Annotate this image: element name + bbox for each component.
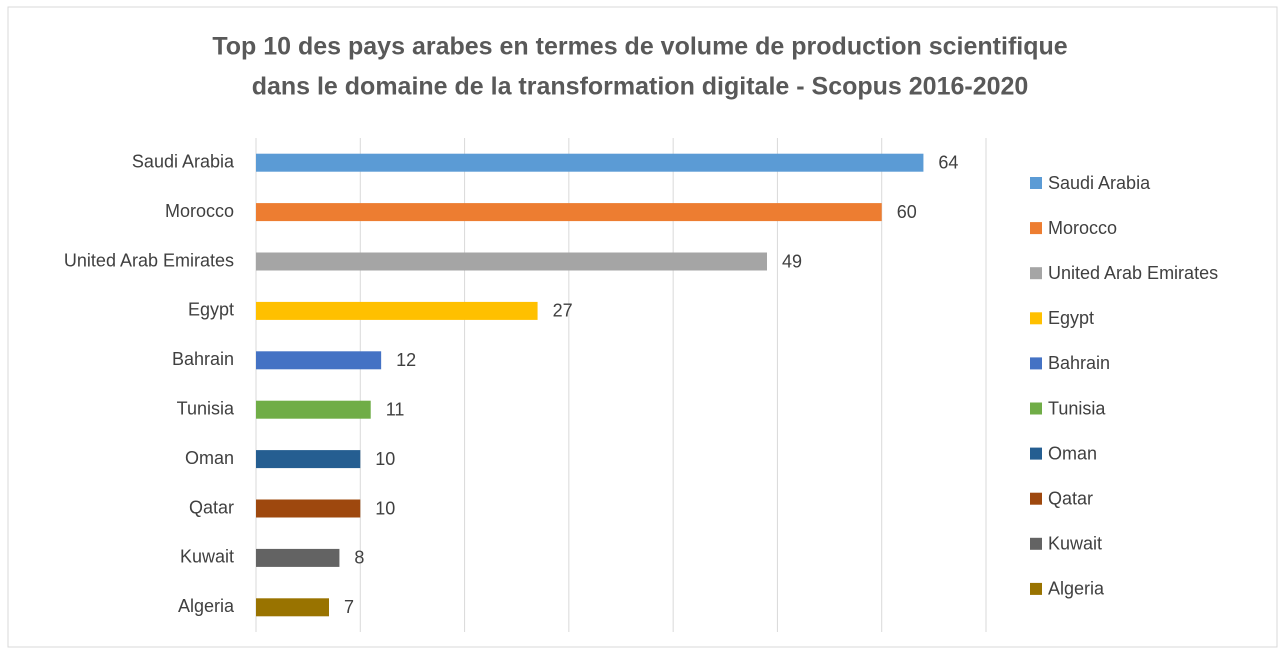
value-label: 10 <box>375 449 395 469</box>
legend-swatch <box>1030 402 1042 415</box>
value-label: 27 <box>553 301 573 321</box>
legend-label: Saudi Arabia <box>1048 173 1151 193</box>
chart-title: dans le domaine de la transformation dig… <box>252 73 1029 101</box>
legend-label: Oman <box>1048 443 1097 463</box>
value-label: 8 <box>354 548 364 568</box>
legend-label: Tunisia <box>1048 398 1106 418</box>
legend-label: Algeria <box>1048 579 1105 599</box>
y-tick-label: Qatar <box>189 497 234 517</box>
legend-swatch <box>1030 267 1042 280</box>
bar <box>256 203 882 222</box>
y-tick-label: Tunisia <box>177 398 235 418</box>
value-label: 7 <box>344 597 354 617</box>
bar <box>256 548 340 567</box>
value-label: 60 <box>897 202 917 222</box>
legend-swatch <box>1030 177 1042 189</box>
legend-label: Egypt <box>1048 308 1094 328</box>
bar <box>256 351 382 370</box>
legend-swatch <box>1030 492 1042 505</box>
y-tick-label: Morocco <box>165 201 234 221</box>
legend-label: Morocco <box>1048 218 1117 238</box>
chart-title: Top 10 des pays arabes en termes de volu… <box>212 33 1067 61</box>
legend-swatch <box>1030 312 1042 325</box>
value-label: 10 <box>375 498 395 518</box>
bar <box>256 301 538 320</box>
legend-swatch <box>1030 447 1042 460</box>
bar <box>256 153 924 172</box>
bar <box>256 252 767 271</box>
y-tick-label: Kuwait <box>180 547 234 567</box>
y-tick-label: Oman <box>185 448 234 468</box>
bar <box>256 598 329 617</box>
legend-swatch <box>1030 537 1042 550</box>
legend-swatch <box>1030 357 1042 370</box>
legend-label: Kuwait <box>1048 534 1102 554</box>
y-tick-label: United Arab Emirates <box>64 250 234 270</box>
y-tick-label: Bahrain <box>172 349 234 369</box>
legend-label: Bahrain <box>1048 353 1110 373</box>
y-tick-label: Egypt <box>188 300 234 320</box>
bar <box>256 400 371 419</box>
legend-swatch <box>1030 222 1042 235</box>
bar <box>256 450 361 469</box>
bar <box>256 499 361 518</box>
value-label: 64 <box>938 152 958 172</box>
legend-swatch <box>1030 582 1042 595</box>
chart-border <box>7 6 1278 648</box>
legend-label: Qatar <box>1048 488 1093 508</box>
value-label: 12 <box>396 350 416 370</box>
y-tick-label: Algeria <box>178 596 235 616</box>
y-tick-label: Saudi Arabia <box>132 151 235 171</box>
legend-label: United Arab Emirates <box>1048 263 1218 283</box>
value-label: 49 <box>782 251 802 271</box>
value-label: 11 <box>386 399 405 419</box>
